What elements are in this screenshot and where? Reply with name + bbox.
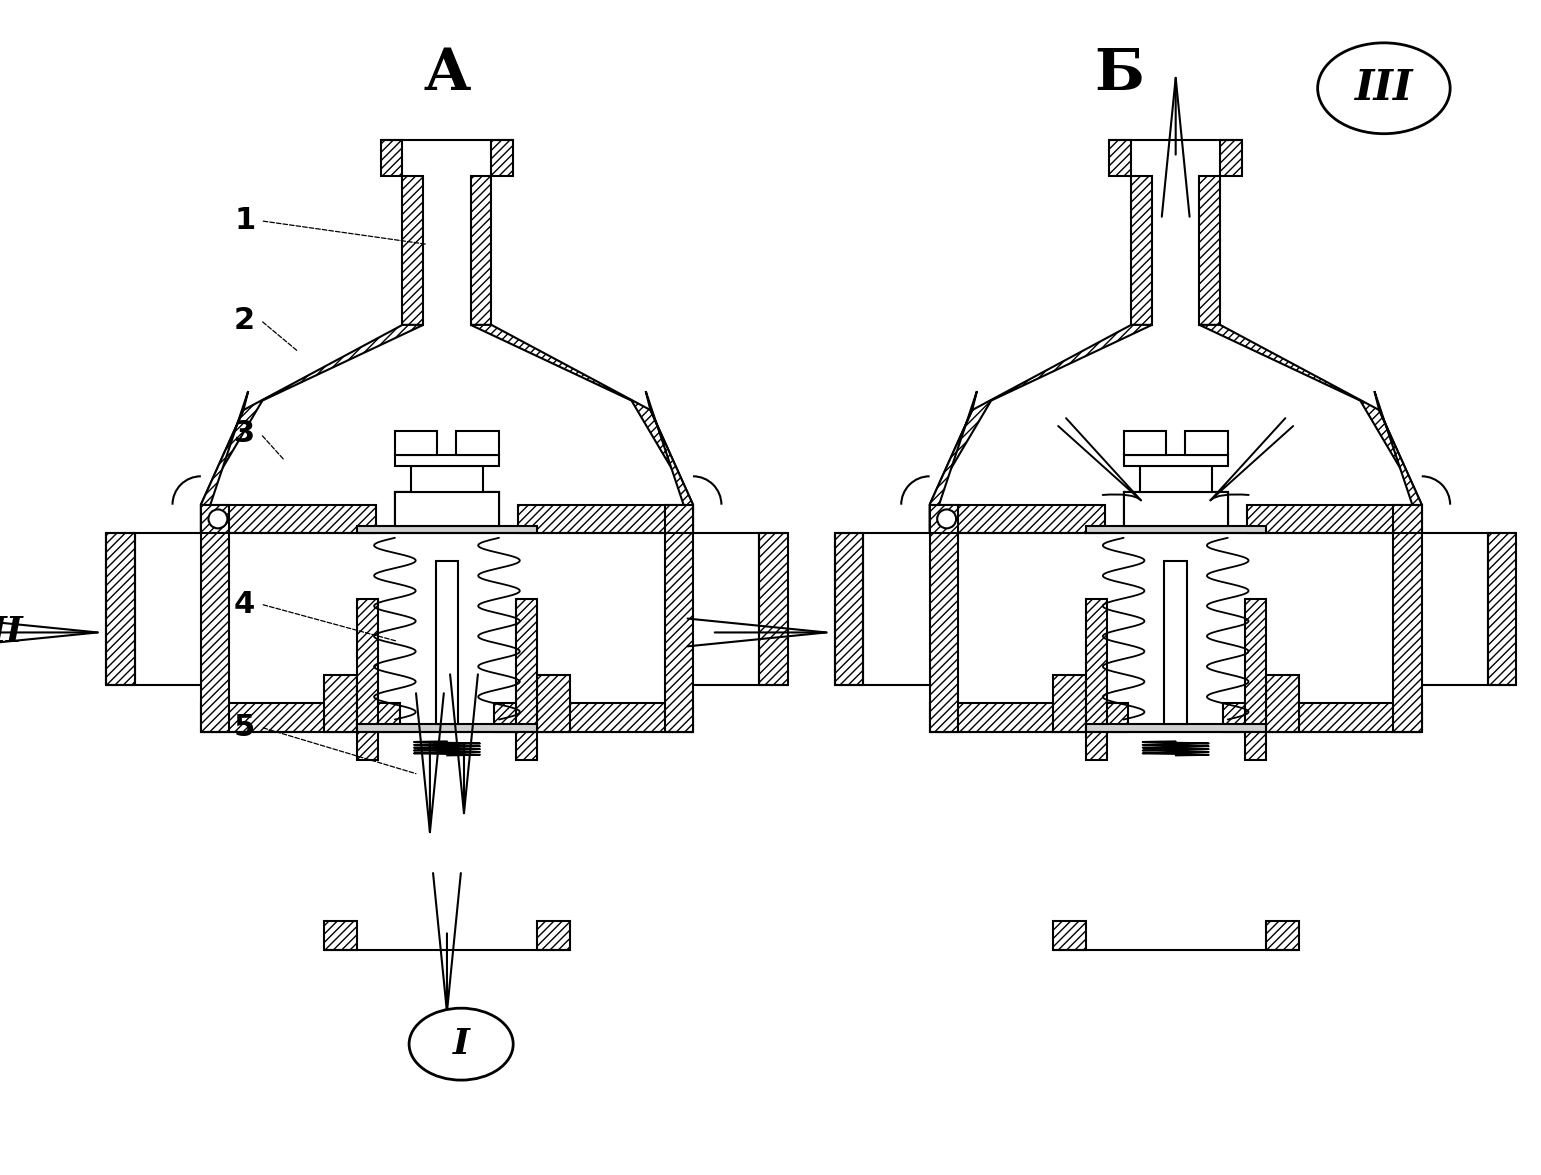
Polygon shape	[646, 391, 693, 533]
Circle shape	[208, 510, 228, 529]
Text: 1: 1	[234, 207, 256, 235]
Text: II: II	[0, 616, 23, 650]
Text: 4: 4	[234, 590, 256, 618]
Bar	[536, 676, 570, 732]
Polygon shape	[1220, 140, 1242, 176]
Bar	[1123, 492, 1140, 525]
Text: Б: Б	[1094, 46, 1143, 102]
Polygon shape	[402, 176, 424, 324]
Polygon shape	[1131, 176, 1153, 324]
Bar	[1211, 492, 1228, 525]
Bar	[1123, 455, 1228, 465]
Bar	[1185, 431, 1228, 455]
Bar	[1053, 676, 1086, 732]
Text: 2: 2	[234, 306, 256, 335]
Bar	[394, 492, 499, 525]
Polygon shape	[1199, 176, 1220, 324]
Bar	[835, 533, 863, 685]
Bar	[929, 704, 1128, 732]
Bar	[411, 465, 482, 492]
Bar	[1393, 505, 1422, 732]
Polygon shape	[200, 324, 424, 505]
Bar	[394, 492, 499, 525]
Bar	[1123, 492, 1228, 525]
Bar	[1489, 533, 1516, 685]
Ellipse shape	[1318, 42, 1450, 134]
Text: III: III	[1355, 67, 1413, 109]
Bar	[929, 505, 959, 732]
Bar	[1086, 525, 1265, 533]
Polygon shape	[381, 140, 402, 176]
Polygon shape	[1199, 324, 1422, 505]
Polygon shape	[492, 140, 513, 176]
Bar	[760, 533, 787, 685]
Bar	[482, 492, 499, 525]
Text: A: A	[424, 46, 470, 102]
Bar	[536, 921, 570, 949]
Ellipse shape	[408, 1008, 513, 1080]
Bar	[1224, 704, 1422, 732]
Bar	[1140, 465, 1211, 492]
Bar	[1123, 492, 1228, 525]
Bar	[1053, 921, 1086, 949]
Bar	[456, 431, 499, 455]
Polygon shape	[929, 324, 1153, 505]
Bar	[929, 505, 1105, 533]
Bar	[324, 921, 358, 949]
Bar	[394, 431, 438, 455]
Text: 3: 3	[234, 419, 256, 448]
Bar	[358, 599, 378, 760]
Bar	[200, 704, 399, 732]
Bar	[1086, 724, 1265, 732]
Text: 5: 5	[234, 712, 256, 741]
Polygon shape	[929, 391, 977, 533]
Bar	[106, 533, 134, 685]
Bar	[200, 505, 376, 533]
Bar	[1086, 599, 1106, 760]
Polygon shape	[1375, 391, 1422, 533]
Ellipse shape	[0, 595, 63, 670]
Bar	[495, 704, 693, 732]
Bar	[1265, 676, 1299, 732]
Bar	[394, 455, 499, 465]
Bar	[1123, 431, 1167, 455]
Bar	[518, 505, 693, 533]
Bar	[1265, 921, 1299, 949]
Bar	[324, 676, 358, 732]
Text: I: I	[453, 1027, 470, 1061]
Bar	[200, 505, 230, 732]
Circle shape	[937, 510, 955, 529]
Polygon shape	[470, 324, 693, 505]
Polygon shape	[470, 176, 492, 324]
Bar	[394, 492, 411, 525]
Bar	[358, 724, 536, 732]
Bar	[436, 562, 458, 724]
Polygon shape	[200, 391, 248, 533]
Bar	[358, 525, 536, 533]
Bar	[1165, 562, 1187, 724]
Bar	[516, 599, 536, 760]
Polygon shape	[1110, 140, 1131, 176]
Bar	[1245, 599, 1265, 760]
Bar	[664, 505, 693, 732]
Bar	[1247, 505, 1422, 533]
